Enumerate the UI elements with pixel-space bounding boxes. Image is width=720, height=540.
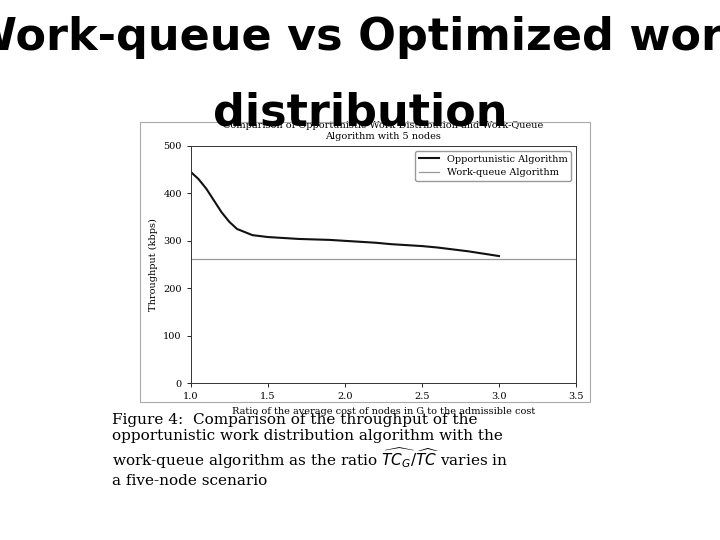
Title: Comparison of Opportunistic Work Distribution and Work-Queue
Algorithm with 5 no: Comparison of Opportunistic Work Distrib… bbox=[223, 122, 544, 141]
X-axis label: Ratio of the average cost of nodes in G to the admissible cost: Ratio of the average cost of nodes in G … bbox=[232, 407, 535, 416]
Legend: Opportunistic Algorithm, Work-queue Algorithm: Opportunistic Algorithm, Work-queue Algo… bbox=[415, 151, 571, 181]
Text: Figure 4:  Comparison of the throughput of the
opportunistic work distribution a: Figure 4: Comparison of the throughput o… bbox=[112, 413, 508, 488]
Text: distribution: distribution bbox=[212, 92, 508, 135]
Y-axis label: Throughput (kbps): Throughput (kbps) bbox=[148, 218, 158, 311]
Text: Work-queue vs Optimized work: Work-queue vs Optimized work bbox=[0, 16, 720, 59]
